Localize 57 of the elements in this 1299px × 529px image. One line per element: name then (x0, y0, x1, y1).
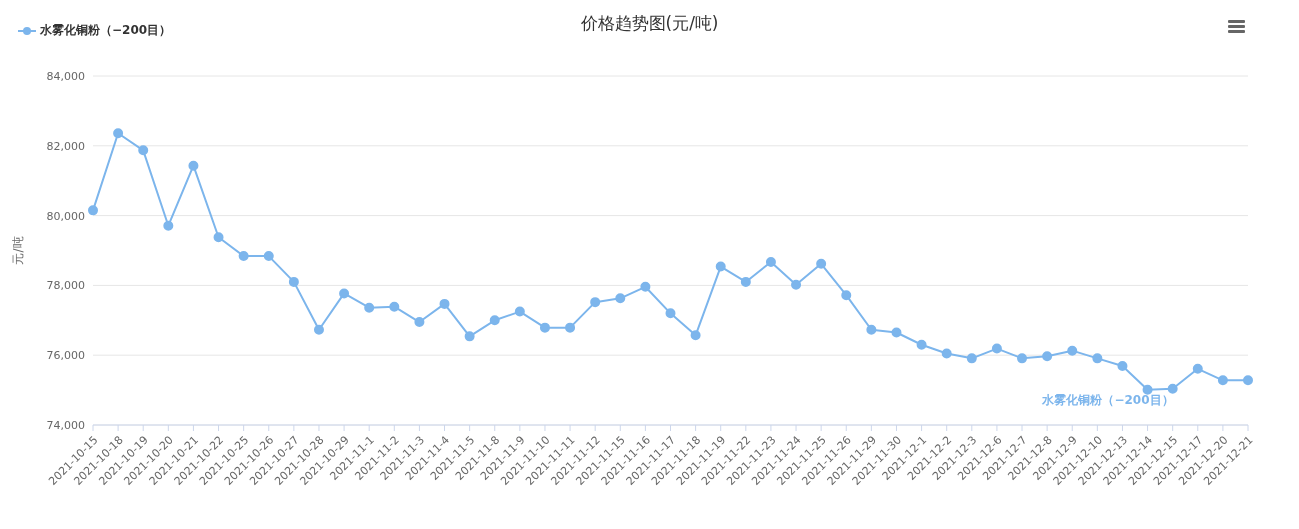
point (1217, 375, 1228, 386)
point (238, 251, 249, 262)
point (163, 220, 174, 231)
point (590, 297, 601, 308)
text: 水雾化铜粉（−200目） (1042, 393, 1174, 408)
chart-title: 价格趋势图(元/吨) (580, 13, 719, 33)
point (665, 308, 676, 319)
point (1142, 384, 1153, 395)
point (138, 145, 149, 156)
point (991, 343, 1002, 354)
point (816, 258, 827, 269)
point (113, 128, 124, 139)
point (1067, 345, 1078, 356)
point (88, 205, 98, 216)
point (1092, 353, 1103, 364)
legend-label: 水雾化铜粉（−200目） (39, 22, 172, 39)
point (615, 293, 626, 304)
point (263, 251, 274, 262)
point (791, 279, 802, 290)
y-tick-label: 78,000 (46, 279, 85, 293)
y-tick-label: 82,000 (46, 139, 85, 153)
point (966, 353, 977, 364)
point (740, 276, 751, 287)
point (539, 322, 550, 333)
y-tick-label: 80,000 (46, 209, 85, 223)
point (1042, 351, 1053, 362)
point (213, 232, 224, 243)
y-axis-title: 元/吨 (11, 236, 26, 265)
point (288, 276, 299, 287)
point (565, 322, 576, 333)
point (891, 327, 902, 338)
point (916, 339, 927, 350)
point (941, 348, 952, 359)
point (188, 160, 199, 171)
point (414, 317, 425, 328)
y-tick-label: 76,000 (46, 349, 85, 363)
point (464, 331, 475, 342)
y-tick-label: 74,000 (46, 418, 85, 432)
point (514, 306, 525, 317)
point (389, 301, 400, 312)
point (1117, 361, 1128, 372)
point (364, 302, 375, 313)
point (439, 298, 450, 309)
point (640, 281, 651, 292)
point (715, 261, 726, 272)
y-tick-label: 84,000 (46, 69, 85, 83)
point (313, 324, 324, 335)
point (1243, 375, 1253, 386)
point (489, 315, 500, 326)
point (1192, 363, 1203, 374)
point (765, 257, 776, 268)
point (339, 288, 350, 299)
point (690, 330, 701, 341)
point (841, 290, 852, 301)
point (866, 324, 877, 335)
point (1017, 353, 1028, 364)
point (1167, 383, 1178, 394)
